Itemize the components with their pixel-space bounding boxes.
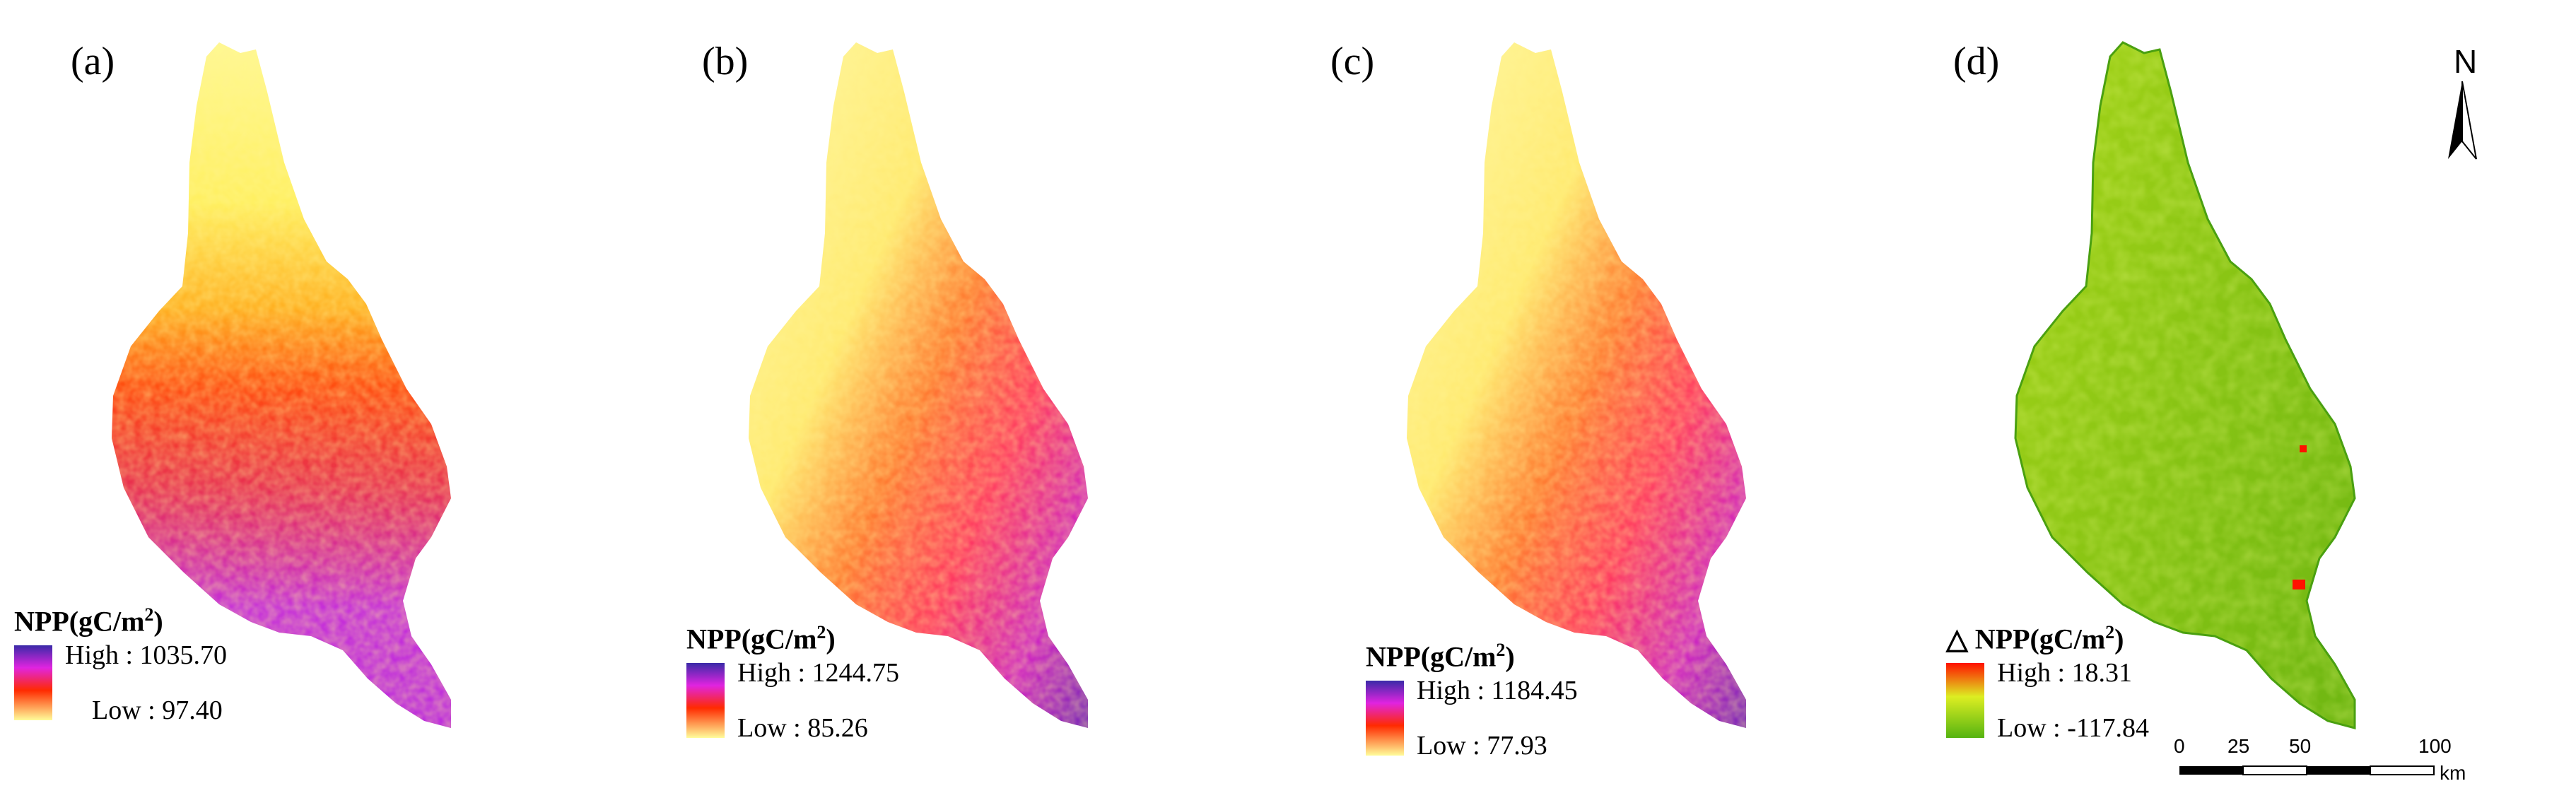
legend-title-d: △ NPP(gC/m2) (1946, 622, 2124, 655)
legend-low-b: Low : 85.26 (737, 713, 868, 743)
scale-bar: 0 25 50 100 km (2174, 735, 2547, 792)
npp-map-b (749, 42, 1088, 728)
dnpp-map-d (2014, 41, 2356, 729)
panel-label-d: (d) (1953, 40, 2000, 83)
legend-high-b: High : 1244.75 (737, 658, 900, 688)
panel-label-b: (b) (702, 40, 749, 83)
legend-low-a: Low : 97.40 (92, 695, 223, 725)
npp-map-c (1407, 42, 1746, 728)
panel-b: (b) NPP(gC/m2) High : 1244.75 Low : 85.2… (644, 0, 1288, 810)
legend-low-c: Low : 77.93 (1417, 731, 1547, 761)
legend-high-c: High : 1184.45 (1417, 676, 1578, 705)
legend-low-d: Low : -117.84 (1997, 713, 2149, 743)
legend-title-a: NPP(gC/m2) (14, 604, 163, 638)
legend-a: NPP(gC/m2) High : 1035.70 Low : 97.40 (14, 604, 311, 767)
panel-d: (d) N (1932, 0, 2576, 810)
scale-tick-50: 50 (2289, 735, 2312, 757)
panel-c: (c) NPP(gC/m2) High : 1184.45 Low : 77.9… (1288, 0, 1932, 810)
panel-label-a: (a) (71, 40, 115, 83)
legend-colorbar-c (1366, 681, 1404, 756)
legend-colorbar-d (1946, 663, 1984, 738)
legend-title-b: NPP(gC/m2) (686, 622, 836, 655)
legend-d: △ NPP(gC/m2) High : 18.31 Low : -117.84 (1946, 622, 2243, 785)
scale-bar-graphic (2179, 765, 2435, 775)
legend-title-c: NPP(gC/m2) (1366, 640, 1515, 673)
scale-tick-0: 0 (2174, 735, 2185, 757)
panel-label-c: (c) (1330, 40, 1375, 83)
legend-c: NPP(gC/m2) High : 1184.45 Low : 77.93 (1366, 640, 1663, 802)
legend-colorbar-a (14, 645, 52, 720)
north-arrow-icon (2448, 81, 2477, 160)
north-letter: N (2454, 43, 2478, 80)
panel-a: (a) NPP(gC/m2) High : 1035.70 Low : 97.4… (0, 0, 644, 810)
legend-colorbar-b (686, 663, 725, 738)
legend-high-a: High : 1035.70 (65, 640, 228, 670)
north-arrow: N (2441, 42, 2526, 184)
npp-map-a (112, 42, 451, 728)
legend-b: NPP(gC/m2) High : 1244.75 Low : 85.26 (686, 622, 983, 785)
scale-tick-100: 100 (2418, 735, 2452, 757)
legend-high-d: High : 18.31 (1997, 658, 2133, 688)
scale-unit: km (2440, 762, 2466, 784)
scale-tick-25: 25 (2227, 735, 2250, 757)
